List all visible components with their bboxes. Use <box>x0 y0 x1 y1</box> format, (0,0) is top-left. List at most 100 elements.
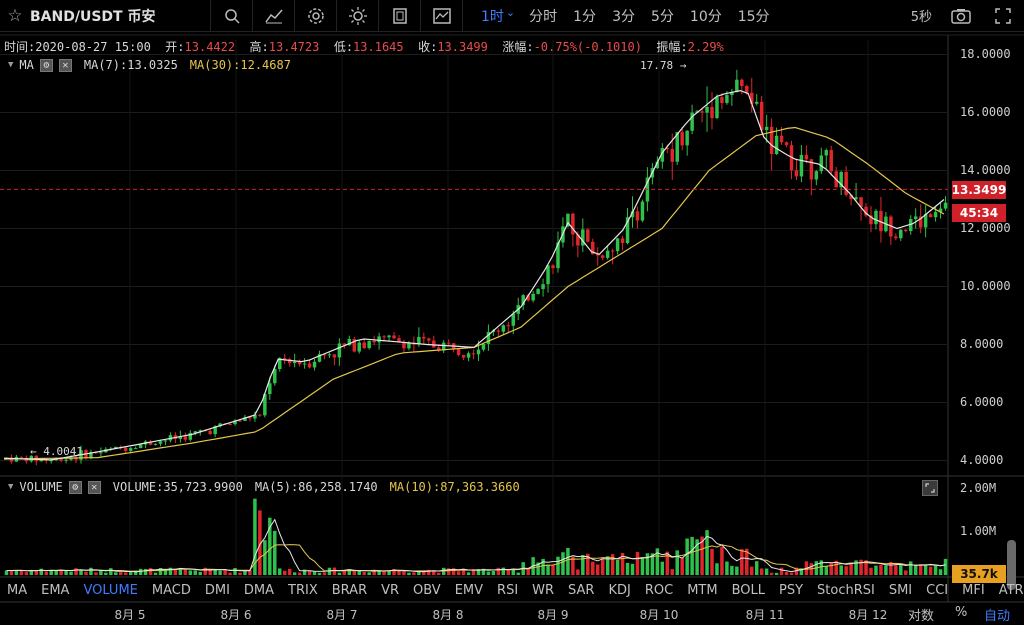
indicator-tab[interactable]: SMI <box>888 582 913 598</box>
candle-body <box>367 340 371 349</box>
gear-icon[interactable] <box>294 0 336 32</box>
indicator-tab[interactable]: VOLUME <box>83 582 138 598</box>
ma-close-icon[interactable]: ✕ <box>58 58 72 72</box>
candle-body <box>849 194 853 200</box>
volume-close-icon[interactable]: ✕ <box>87 480 101 494</box>
volume-bar <box>511 568 516 575</box>
candle-body <box>839 171 843 188</box>
volume-bar <box>471 569 476 575</box>
refresh-interval[interactable]: 5秒 <box>910 10 932 25</box>
indicator-tab[interactable]: RSI <box>497 582 519 598</box>
volume-settings-icon[interactable]: ⚙ <box>68 480 82 494</box>
candle-body <box>640 201 645 221</box>
candle-body <box>928 214 933 218</box>
volume-bar <box>253 498 257 575</box>
volume-bar <box>834 560 838 575</box>
fullscreen-icon[interactable] <box>378 0 420 32</box>
camera-icon[interactable] <box>940 0 982 32</box>
indicator-tab[interactable]: MTM <box>687 582 718 598</box>
indicator-tab[interactable]: MFI <box>962 582 985 598</box>
volume-bar <box>600 558 605 575</box>
volume-bar <box>779 567 784 575</box>
indicator-tab[interactable]: DMA <box>243 582 275 598</box>
time-axis[interactable]: 对数 % 自动 8月 5 8月 6 8月 7 8月 8 8月 9 8月 10 8月 11 8月… <box>0 602 1024 625</box>
star-icon[interactable]: ☆ <box>7 5 23 26</box>
symbol-title[interactable]: BAND/USDT 币安 <box>30 8 156 25</box>
volume-bar <box>581 555 585 575</box>
indicator-tab[interactable]: KDJ <box>608 582 631 598</box>
indicator-tab[interactable]: PSY <box>778 582 804 598</box>
volume-bar <box>347 569 352 575</box>
candle-body <box>720 97 724 103</box>
volume-bar <box>456 571 461 575</box>
ma-settings-icon[interactable]: ⚙ <box>39 58 53 72</box>
volume-bar <box>317 572 322 575</box>
candle-body <box>476 349 481 355</box>
indicator-tab[interactable]: MACD <box>151 582 191 598</box>
indicator-tab[interactable]: ATR <box>998 582 1024 598</box>
indicator-tab[interactable]: BRAR <box>331 582 368 598</box>
volume-bar <box>312 571 317 575</box>
volume-bar <box>218 570 222 575</box>
log-scale-toggle[interactable]: 对数 <box>908 609 935 624</box>
price-axis-label: 14.0000 <box>960 162 1011 177</box>
scrollbar-thumb[interactable] <box>1007 540 1016 590</box>
candle-body <box>287 359 292 364</box>
indicator-tab[interactable]: OBV <box>413 582 441 598</box>
volume-bar <box>427 569 431 575</box>
percent-scale-toggle[interactable]: % <box>955 605 968 620</box>
volume-bar <box>34 570 39 575</box>
volume-bar <box>839 565 843 575</box>
candle-body <box>869 215 873 225</box>
volume-bar <box>407 572 411 575</box>
auto-scale-toggle[interactable]: 自动 <box>984 609 1011 624</box>
date-tick-label: 8月 12 <box>848 608 888 622</box>
pane-maximize-icon[interactable] <box>922 480 938 496</box>
volume-bar <box>372 570 376 575</box>
expand-icon[interactable] <box>982 0 1024 32</box>
volume-bar <box>928 566 933 575</box>
indicator-tab[interactable]: VR <box>381 582 400 598</box>
indicator-tab[interactable]: ROC <box>644 582 674 598</box>
indicator-tab[interactable]: CCI <box>926 582 949 598</box>
indicator-tab[interactable]: EMA <box>41 582 70 598</box>
indicator-tab[interactable]: WR <box>532 582 555 598</box>
indicator-tab[interactable]: MA <box>7 582 28 598</box>
indicator-tab[interactable]: TRIX <box>288 582 318 598</box>
indicator-tab[interactable]: BOLL <box>731 582 765 598</box>
info-time: 2020-08-27 15:00 <box>35 40 151 54</box>
interval-tab[interactable]: 5分 <box>650 8 674 25</box>
interval-tab[interactable]: 1时 <box>481 8 504 25</box>
indicator-tab[interactable]: StochRSI <box>817 582 875 598</box>
volume-bar <box>322 572 327 575</box>
volume-bar <box>183 569 188 575</box>
volume-bar <box>849 562 853 575</box>
volume-bar <box>392 568 396 575</box>
candle-body <box>297 361 302 365</box>
interval-tab[interactable]: 分时 <box>529 8 558 25</box>
ohlc-info-row: 时间:2020-08-27 15:00 开:13.4422 高:13.4723 … <box>4 40 724 54</box>
candle-body <box>337 343 342 358</box>
collapse-arrow-icon[interactable]: ▼ <box>8 482 14 492</box>
volume-bar <box>918 564 923 575</box>
collapse-arrow-icon[interactable]: ▼ <box>8 60 14 70</box>
volume-bar <box>133 570 138 575</box>
interval-tab[interactable]: 10分 <box>689 8 722 25</box>
theme-sun-icon[interactable] <box>336 0 378 32</box>
indicator-tab[interactable]: EMV <box>454 582 484 598</box>
indicator-tab[interactable]: DMI <box>204 582 230 598</box>
candle-body <box>382 336 386 338</box>
interval-tab[interactable]: 1分 <box>573 8 597 25</box>
volume-bar <box>377 570 381 575</box>
chart-type-icon[interactable] <box>252 0 294 32</box>
chevron-down-icon[interactable]: ⌄ <box>505 5 516 19</box>
indicator-tab[interactable]: SAR <box>568 582 595 598</box>
search-icon[interactable] <box>210 0 252 32</box>
interval-tab[interactable]: 3分 <box>612 8 635 25</box>
interval-tab[interactable]: 15分 <box>737 8 770 25</box>
indicator-icon[interactable] <box>420 0 462 32</box>
candle-body <box>586 229 590 242</box>
volume-bar <box>24 572 29 575</box>
candle-body <box>526 295 530 301</box>
